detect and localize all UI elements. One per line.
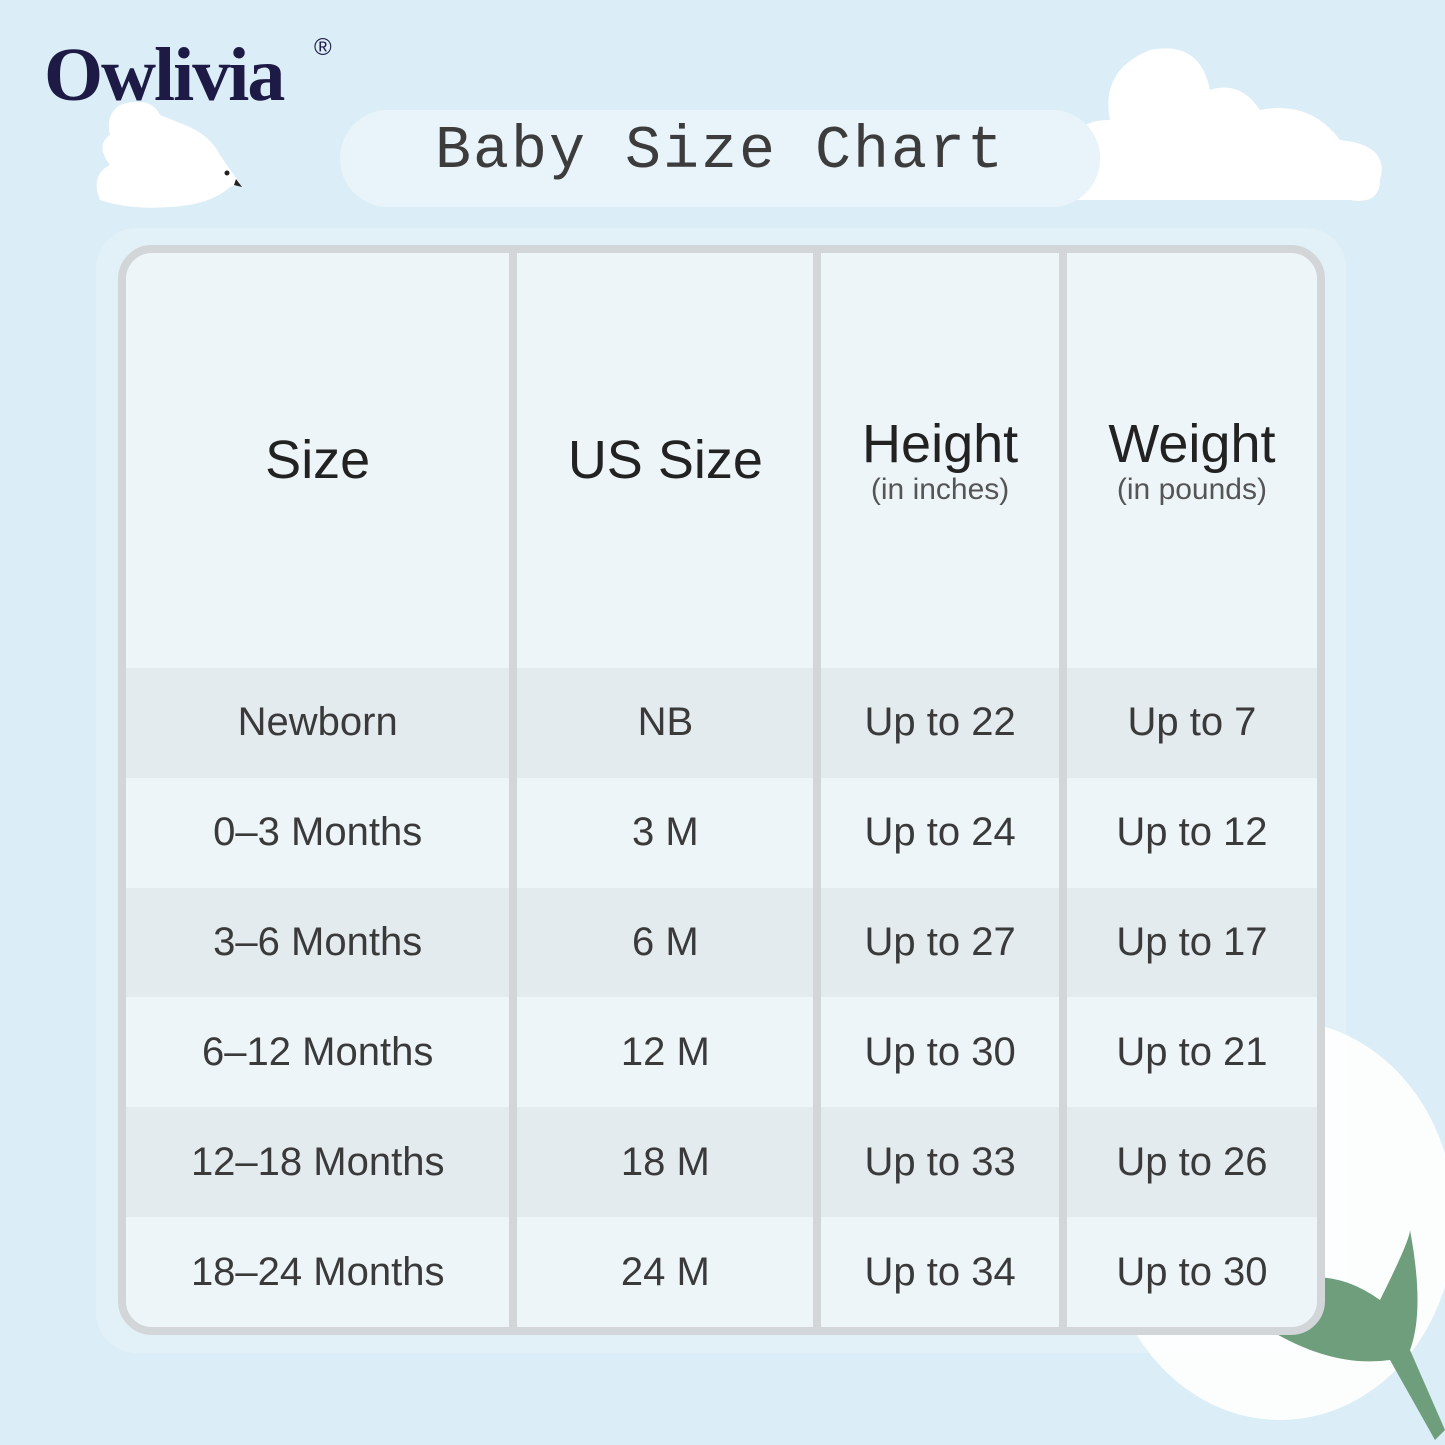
cell-size: 6–12 Months — [126, 997, 518, 1108]
header-row: Size US Size Height (in inches) Weight (in… — [126, 253, 1317, 668]
cell-us-size: 6 M — [517, 887, 822, 998]
cell-height: Up to 24 — [821, 777, 1067, 888]
table-row: 6–12 Months 12 M Up to 30 Up to 21 — [126, 997, 1317, 1108]
cell-weight: Up to 21 — [1066, 997, 1317, 1108]
header-us-size: US Size — [517, 253, 822, 668]
header-size: Size — [126, 253, 518, 668]
table-row: Newborn NB Up to 22 Up to 7 — [126, 667, 1317, 778]
cell-size: 12–18 Months — [126, 1107, 518, 1218]
table-row: 12–18 Months 18 M Up to 33 Up to 26 — [126, 1107, 1317, 1218]
cell-height: Up to 33 — [821, 1107, 1067, 1218]
header-height: Height (in inches) — [821, 253, 1067, 668]
size-chart-table: Size US Size Height (in inches) Weight (in… — [118, 245, 1325, 1335]
cell-height: Up to 27 — [821, 887, 1067, 998]
cell-height: Up to 22 — [821, 667, 1067, 778]
cell-size: 0–3 Months — [126, 777, 518, 888]
header-label: Height — [862, 414, 1019, 475]
cell-height: Up to 34 — [821, 1217, 1067, 1327]
table-row: 18–24 Months 24 M Up to 34 Up to 30 — [126, 1217, 1317, 1327]
header-unit: (in inches) — [870, 473, 1010, 507]
cell-weight: Up to 12 — [1066, 777, 1317, 888]
header-weight: Weight (in pounds) — [1067, 253, 1317, 668]
cloud-illustration — [1062, 48, 1382, 201]
brand-logo: Owlivia — [44, 33, 285, 117]
dove-illustration — [96, 101, 242, 208]
cell-weight: Up to 17 — [1066, 887, 1317, 998]
cell-weight: Up to 7 — [1066, 667, 1317, 778]
table-row: 3–6 Months 6 M Up to 27 Up to 17 — [126, 887, 1317, 998]
header-unit: (in pounds) — [1116, 473, 1267, 507]
cell-weight: Up to 26 — [1066, 1107, 1317, 1218]
cell-us-size: 3 M — [517, 777, 822, 888]
table-row: 0–3 Months 3 M Up to 24 Up to 12 — [126, 777, 1317, 888]
cell-us-size: 12 M — [517, 997, 822, 1108]
registered-mark: ® — [314, 34, 332, 61]
cell-height: Up to 30 — [821, 997, 1067, 1108]
cell-size: 3–6 Months — [126, 887, 518, 998]
cell-size: Newborn — [126, 667, 518, 778]
cell-us-size: 18 M — [517, 1107, 822, 1218]
header-label: Weight — [1108, 414, 1276, 475]
title-banner — [340, 110, 1100, 207]
cell-us-size: NB — [517, 667, 822, 778]
cell-size: 18–24 Months — [126, 1217, 518, 1327]
cell-weight: Up to 30 — [1066, 1217, 1317, 1327]
header-label: US Size — [567, 430, 763, 491]
cell-us-size: 24 M — [517, 1217, 822, 1327]
header-label: Size — [265, 430, 371, 491]
page-title: Baby Size Chart — [434, 118, 1006, 186]
